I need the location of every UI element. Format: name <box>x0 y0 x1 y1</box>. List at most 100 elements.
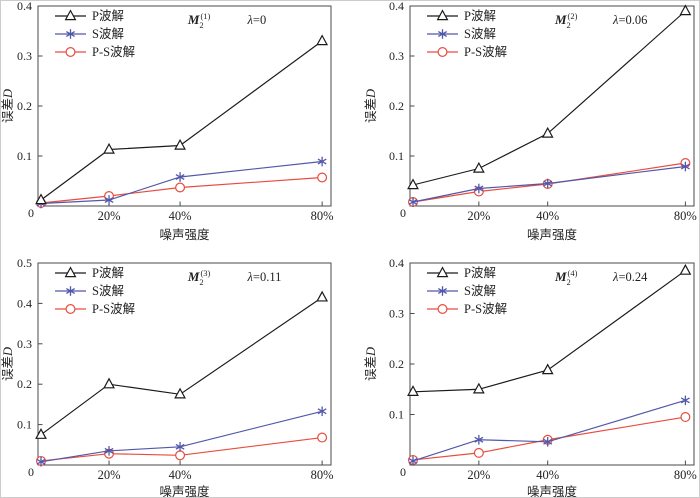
s-wave-marker <box>408 197 418 207</box>
y-axis-title: 误差D <box>364 347 378 381</box>
p-wave-marker <box>174 387 186 399</box>
ps-wave-marker <box>175 450 186 461</box>
p-wave-line <box>412 10 686 186</box>
legend-item-3: P-S波解 <box>427 45 507 59</box>
p-wave-line <box>412 270 686 393</box>
legend-item-2: S波解 <box>427 284 496 298</box>
moment-annotation: M(4) 2 <box>554 268 578 287</box>
y-tick-label: 0.5 <box>17 256 32 270</box>
y-axis-title: 误差D <box>1 89 15 123</box>
y-tick-label: 0.4 <box>17 1 32 13</box>
p-wave-marker <box>472 382 485 394</box>
legend-label: P波解 <box>464 9 496 23</box>
ps-wave-marker <box>473 447 484 458</box>
s-wave-marker <box>680 161 690 172</box>
ps-wave-marker <box>317 432 328 443</box>
moment-annotation: M(1) 2 <box>187 11 211 30</box>
s-wave-marker <box>104 195 114 205</box>
y-axis-title: 误差D <box>364 89 378 123</box>
p-wave-line <box>40 296 323 436</box>
moment-annotation: M(2) 2 <box>554 11 578 30</box>
ps-wave-line <box>412 416 686 461</box>
legend-label: S波解 <box>92 284 124 298</box>
legend-item-3: P-S波解 <box>427 302 507 316</box>
s-wave-line <box>412 399 686 462</box>
y-tick-label: 0.2 <box>17 377 32 391</box>
plot-frame <box>409 5 695 207</box>
ps-wave-line <box>40 176 323 204</box>
legend-label: S波解 <box>464 284 496 298</box>
y-tick-label: 0.4 <box>389 1 404 13</box>
x-tick-label: 80% <box>311 468 334 482</box>
legend-asterisk-icon <box>438 29 447 39</box>
legend-item-1: P波解 <box>427 266 496 280</box>
y-tick-label: 0.2 <box>389 357 404 371</box>
chart-bottom-left: 0.1 0.2 0.3 0.4 0.5 0 20% 40% 80% 噪声强度 误差D P波解 S波解 P-… <box>1 256 334 497</box>
legend-item-3: P-S波解 <box>55 302 135 316</box>
p-wave-marker <box>316 34 329 46</box>
x-tick-label: 80% <box>674 468 697 482</box>
x-axis-title: 噪声强度 <box>527 484 578 497</box>
s-wave-marker <box>104 446 114 456</box>
y-tick-label: 0.3 <box>389 49 404 63</box>
y-axis-title: 误差D <box>1 347 15 381</box>
legend-label: P-S波解 <box>92 45 135 59</box>
s-wave-marker <box>175 172 185 182</box>
p-wave-marker <box>316 290 329 302</box>
y-tick-label: 0.1 <box>17 418 32 432</box>
y-tick-label: 0.1 <box>389 408 404 422</box>
chart-top-right: 0.1 0.2 0.3 0.4 0 20% 40% 80% 噪声强度 误差D P波解 S波解 P-S波解… <box>364 1 697 242</box>
x-tick-label: 20% <box>98 468 121 482</box>
s-wave-marker <box>474 183 484 194</box>
x-axis-title: 噪声强度 <box>159 227 210 242</box>
subplot-bottom-right: 0.1 0.2 0.3 0.4 0 20% 40% 80% 噪声强度 误差D P波解 S波解 P-S波解… <box>351 250 699 497</box>
y-tick-label: 0.3 <box>389 307 404 321</box>
p-wave-marker <box>407 178 419 190</box>
legend-label: P-S波解 <box>464 302 507 316</box>
p-wave-marker <box>35 428 47 439</box>
s-wave-marker <box>474 434 484 445</box>
legend-circle-icon <box>65 46 76 57</box>
legend-item-2: S波解 <box>55 27 124 41</box>
p-wave-marker <box>679 263 692 275</box>
x-tick-label: 20% <box>467 468 490 482</box>
legend-item-2: S波解 <box>427 27 496 41</box>
y-tick-label: 0.4 <box>17 296 32 310</box>
p-wave-marker <box>472 161 485 173</box>
x-axis-title: 噪声强度 <box>527 227 578 242</box>
chart-top-left: 0.1 0.2 0.3 0.4 0 20% 40% 80% 噪声强度 误差D P波解 S波解 P-S波解… <box>1 1 334 242</box>
chart-bottom-right: 0.1 0.2 0.3 0.4 0 20% 40% 80% 噪声强度 误差D P波解 S波解 P-S波解… <box>364 256 697 497</box>
origin-tick-label: 0 <box>28 206 34 220</box>
legend-item-1: P波解 <box>55 9 124 23</box>
lambda-annotation: λ=0.24 <box>612 270 648 284</box>
s-wave-line <box>40 160 323 205</box>
s-wave-line <box>412 165 686 203</box>
s-wave-marker <box>36 456 46 467</box>
legend-label: P-S波解 <box>464 45 507 59</box>
p-wave-marker <box>541 126 554 138</box>
p-wave-line <box>40 40 323 201</box>
s-wave-line <box>40 410 323 463</box>
ps-wave-marker <box>317 172 328 183</box>
legend-asterisk-icon <box>438 286 447 296</box>
legend-label: P-S波解 <box>92 302 135 316</box>
y-tick-label: 0.4 <box>389 256 404 270</box>
x-tick-label: 40% <box>169 468 192 482</box>
legend-item-1: P波解 <box>427 9 496 23</box>
x-tick-label: 40% <box>536 468 559 482</box>
legend-asterisk-icon <box>66 29 75 39</box>
p-wave-marker <box>103 377 115 389</box>
ps-wave-line <box>40 436 323 462</box>
legend-label: S波解 <box>92 27 124 41</box>
legend-triangle-icon <box>436 9 449 21</box>
x-axis-title: 噪声强度 <box>159 484 210 497</box>
s-wave-marker <box>543 178 553 189</box>
y-tick-label: 0.2 <box>389 99 404 113</box>
legend-item-2: S波解 <box>55 284 124 298</box>
legend-circle-icon <box>437 46 448 57</box>
s-wave-marker <box>317 406 327 417</box>
plot-frame <box>409 262 695 466</box>
subplot-bottom-left: 0.1 0.2 0.3 0.4 0.5 0 20% 40% 80% 噪声强度 误差D P波解 S波解 P-… <box>1 250 351 497</box>
plot-frame <box>37 262 332 466</box>
